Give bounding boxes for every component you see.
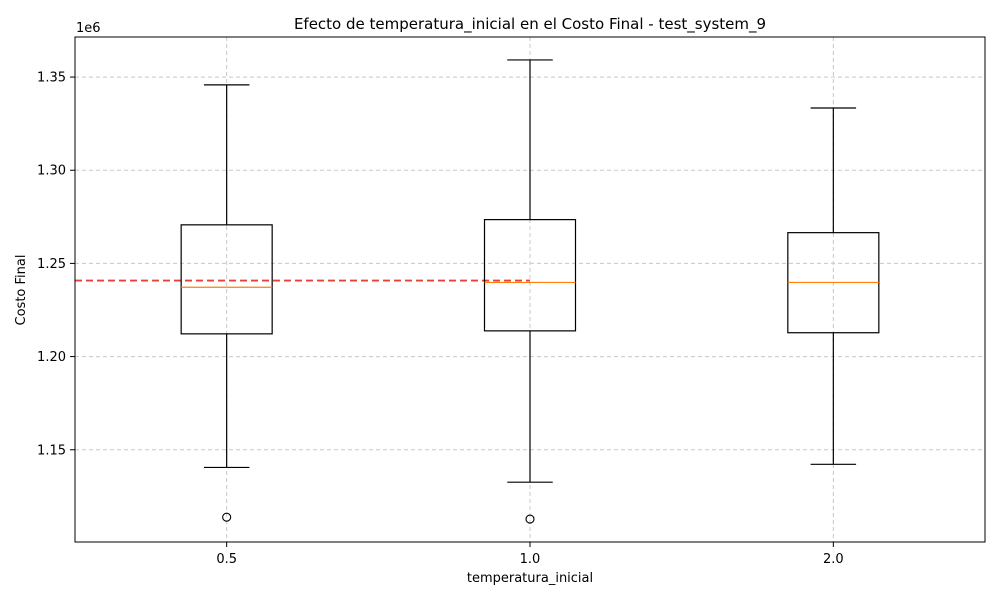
x-axis-label: temperatura_inicial (467, 571, 593, 586)
box-0.5 (180, 84, 273, 522)
y-tick-label: 1.15 (37, 443, 66, 458)
outlier-point (222, 512, 232, 522)
y-axis: 1.15 1.20 1.25 1.30 1.35 (37, 71, 75, 458)
box-1.0 (483, 59, 577, 524)
y-axis-label: Costo Final (14, 255, 29, 326)
plot-frame (74, 36, 986, 543)
box-2.0 (787, 107, 880, 465)
x-tick-label: 1.0 (520, 552, 541, 567)
y-tick-label: 1.20 (37, 350, 66, 365)
y-offset-label: 1e6 (76, 21, 101, 36)
y-tick-label: 1.30 (37, 164, 66, 179)
outlier-point (525, 514, 535, 524)
x-axis: 0.5 1.0 2.0 (216, 542, 844, 567)
chart-title: Efecto de temperatura_inicial en el Cost… (294, 15, 766, 34)
iqr-box (483, 219, 577, 332)
boxes-group (180, 59, 880, 524)
x-tick-label: 2.0 (823, 552, 844, 567)
x-tick-label: 0.5 (216, 552, 237, 567)
iqr-box (180, 224, 273, 335)
y-tick-label: 1.35 (37, 71, 66, 86)
y-tick-label: 1.25 (37, 257, 66, 272)
